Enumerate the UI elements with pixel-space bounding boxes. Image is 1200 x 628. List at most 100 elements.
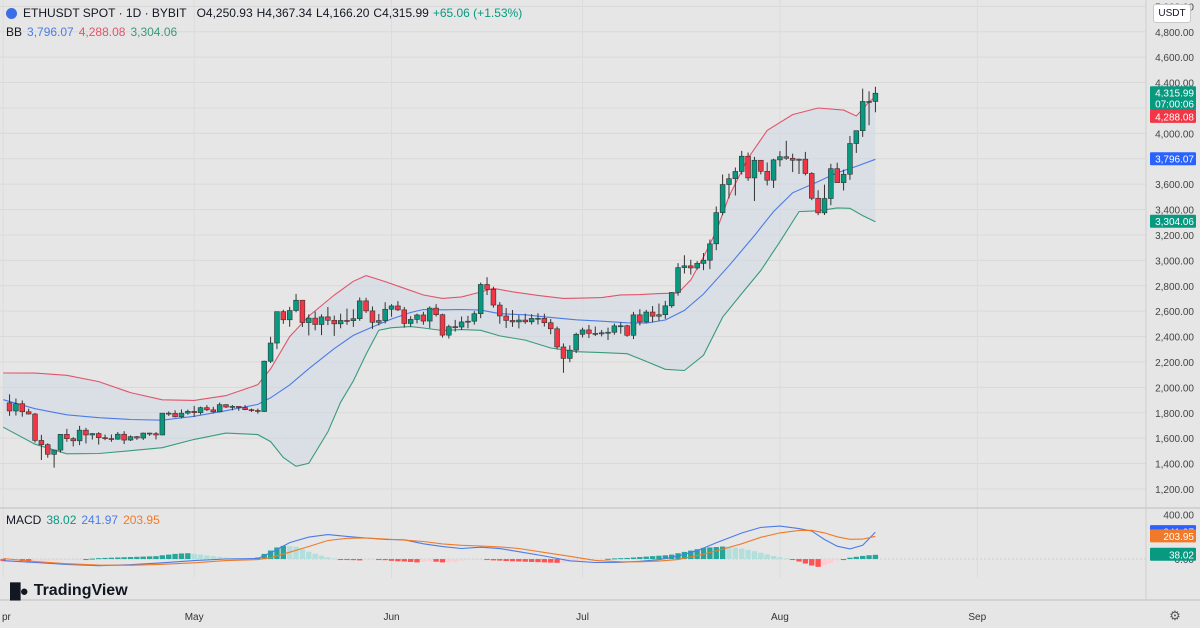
- candle-body[interactable]: [197, 407, 204, 413]
- candle-body[interactable]: [751, 159, 758, 179]
- bb-legend[interactable]: BB 3,796.07 4,288.08 3,304.06: [6, 25, 182, 39]
- candle-body[interactable]: [325, 316, 331, 321]
- candle-body[interactable]: [554, 328, 560, 348]
- candle-body[interactable]: [535, 317, 541, 320]
- macd-pane[interactable]: [0, 525, 1146, 567]
- candle-body[interactable]: [547, 322, 554, 330]
- candle-body[interactable]: [395, 305, 401, 311]
- candle-body[interactable]: [509, 320, 516, 323]
- candle-body[interactable]: [19, 403, 26, 413]
- candle-body[interactable]: [32, 413, 38, 441]
- candle-body[interactable]: [528, 318, 535, 323]
- candle-body[interactable]: [242, 407, 248, 411]
- candle-body[interactable]: [656, 314, 662, 317]
- candle-body[interactable]: [51, 449, 57, 455]
- candle-body[interactable]: [560, 346, 567, 359]
- candle-body[interactable]: [6, 402, 13, 412]
- candle-body[interactable]: [745, 155, 751, 179]
- candle-body[interactable]: [694, 263, 700, 269]
- candle-body[interactable]: [286, 310, 293, 321]
- candle-body[interactable]: [738, 155, 745, 172]
- candle-body[interactable]: [586, 329, 592, 334]
- candle-body[interactable]: [484, 284, 490, 290]
- candle-body[interactable]: [140, 432, 146, 439]
- candle-body[interactable]: [427, 307, 433, 322]
- candle-body[interactable]: [732, 171, 739, 179]
- candle-body[interactable]: [376, 320, 382, 323]
- candle-body[interactable]: [815, 197, 821, 214]
- candle-body[interactable]: [688, 265, 694, 269]
- candle-body[interactable]: [369, 310, 376, 323]
- candle-body[interactable]: [102, 437, 108, 439]
- candle-body[interactable]: [306, 317, 312, 323]
- candle-body[interactable]: [834, 168, 840, 183]
- candle-body[interactable]: [624, 325, 630, 336]
- candle-body[interactable]: [668, 292, 675, 307]
- candle-body[interactable]: [210, 409, 217, 413]
- candle-body[interactable]: [872, 92, 879, 102]
- candle-body[interactable]: [592, 333, 599, 335]
- candle-body[interactable]: [350, 318, 357, 321]
- candle-body[interactable]: [796, 158, 802, 161]
- candle-body[interactable]: [83, 429, 89, 436]
- candle-body[interactable]: [618, 325, 624, 328]
- candle-body[interactable]: [178, 412, 185, 418]
- currency-button[interactable]: USDT: [1153, 4, 1191, 23]
- candle-body[interactable]: [477, 284, 484, 314]
- candle-body[interactable]: [828, 168, 834, 199]
- candle-body[interactable]: [153, 433, 159, 436]
- candle-body[interactable]: [248, 409, 255, 412]
- candle-body[interactable]: [713, 212, 719, 245]
- candle-body[interactable]: [159, 412, 166, 436]
- candle-body[interactable]: [45, 444, 51, 455]
- candle-body[interactable]: [382, 308, 388, 321]
- candle-body[interactable]: [643, 311, 649, 323]
- candle-body[interactable]: [707, 243, 713, 261]
- candle-body[interactable]: [299, 299, 306, 323]
- macd-legend[interactable]: MACD 38.02 241.97 203.95: [6, 513, 165, 527]
- candle-body[interactable]: [261, 360, 267, 412]
- candle-body[interactable]: [64, 434, 70, 439]
- symbol-header[interactable]: ETHUSDT SPOT · 1D · BYBIT O4,250.93 H4,36…: [6, 6, 526, 20]
- candle-body[interactable]: [758, 159, 764, 172]
- candle-body[interactable]: [185, 411, 191, 414]
- candle-body[interactable]: [783, 156, 790, 159]
- candle-body[interactable]: [407, 319, 414, 324]
- candle-body[interactable]: [356, 300, 363, 319]
- candle-body[interactable]: [433, 307, 439, 316]
- candle-body[interactable]: [567, 349, 573, 359]
- candle-body[interactable]: [274, 311, 280, 344]
- candle-body[interactable]: [420, 314, 427, 322]
- candle-body[interactable]: [146, 432, 153, 435]
- candle-body[interactable]: [57, 434, 64, 451]
- candle-body[interactable]: [503, 315, 509, 321]
- settings-icon[interactable]: ⚙: [1169, 608, 1181, 623]
- candle-body[interactable]: [605, 331, 611, 334]
- candle-body[interactable]: [280, 311, 287, 321]
- candle-body[interactable]: [452, 326, 458, 328]
- candle-body[interactable]: [318, 316, 325, 325]
- candle-body[interactable]: [267, 342, 274, 362]
- candle-body[interactable]: [802, 158, 809, 174]
- candle-body[interactable]: [134, 436, 140, 439]
- candle-body[interactable]: [401, 309, 408, 324]
- candle-body[interactable]: [204, 407, 210, 411]
- candle-body[interactable]: [446, 326, 452, 336]
- candle-body[interactable]: [465, 320, 471, 323]
- candle-body[interactable]: [331, 319, 337, 325]
- candle-body[interactable]: [25, 411, 32, 415]
- time-axis[interactable]: pr May Jun Jul Aug Sep: [2, 612, 987, 623]
- candle-body[interactable]: [13, 403, 19, 412]
- candle-body[interactable]: [70, 438, 76, 442]
- candle-body[interactable]: [809, 173, 815, 199]
- candle-body[interactable]: [789, 157, 796, 161]
- candle-body[interactable]: [127, 436, 134, 441]
- candle-body[interactable]: [337, 320, 344, 325]
- candle-body[interactable]: [700, 259, 707, 264]
- candle-body[interactable]: [541, 317, 548, 324]
- candle-body[interactable]: [611, 325, 618, 333]
- candle-body[interactable]: [165, 412, 172, 415]
- candle-body[interactable]: [471, 313, 478, 322]
- candle-body[interactable]: [191, 411, 197, 413]
- candle-body[interactable]: [255, 410, 261, 412]
